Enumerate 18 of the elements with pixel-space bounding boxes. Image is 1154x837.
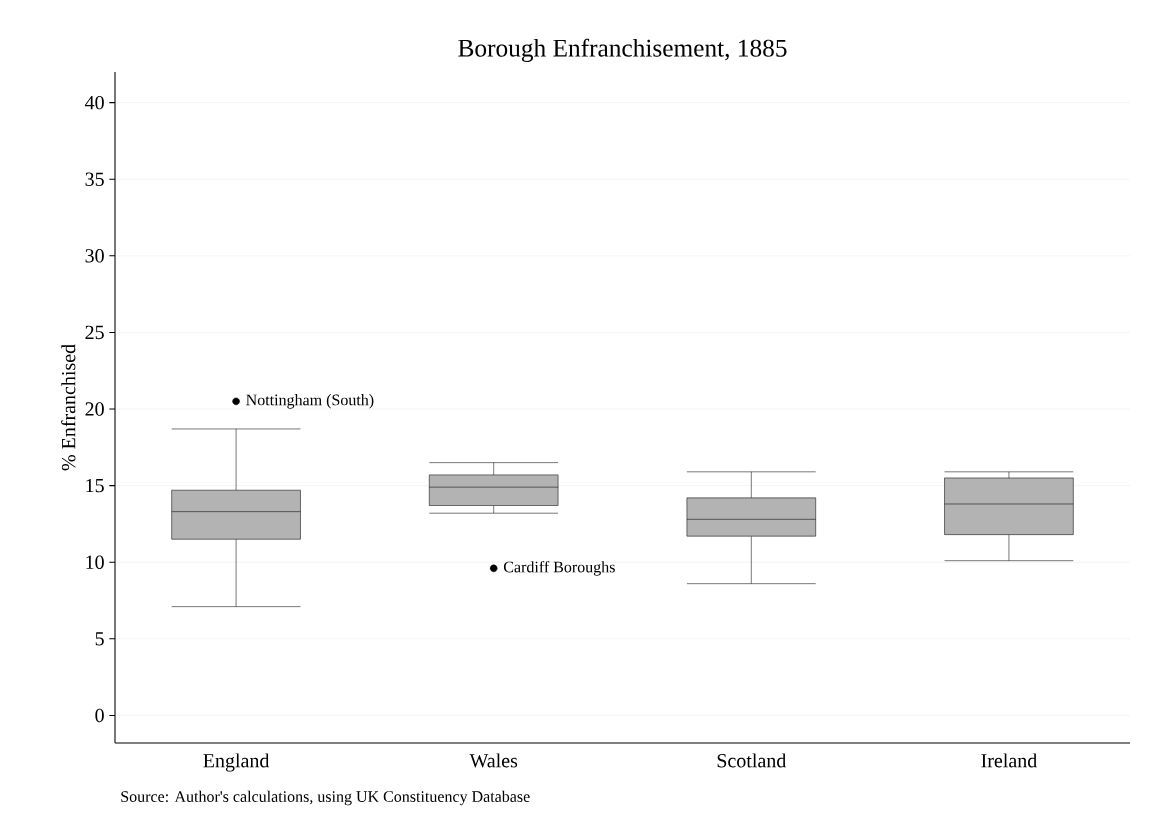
annotation: Nottingham (South)	[246, 394, 374, 409]
x-tick-label: Wales	[469, 753, 518, 768]
y-tick-label: 30	[85, 249, 104, 263]
x-tick-label: England	[203, 753, 270, 772]
y-tick-label: 20	[85, 402, 104, 416]
y-tick-label: 0	[95, 708, 104, 723]
y-axis-title: % Enfranchised	[61, 344, 76, 471]
source-note: Source: Author's calculations, using UK Constituency Database	[121, 790, 530, 806]
chart-title: Borough Enfranchisement, 1885	[458, 38, 787, 62]
y-tick-label: 40	[85, 95, 104, 110]
y-tick-label: 5	[95, 632, 104, 646]
y-tick-label: 25	[85, 325, 104, 340]
y-tick-label: 35	[85, 172, 104, 186]
x-tick-label: Ireland	[981, 753, 1037, 768]
x-tick-label: Scotland	[717, 753, 787, 768]
y-tick-label: 15	[86, 478, 104, 493]
y-tick-label: 10	[86, 555, 104, 569]
annotation: Cardiff Boroughs	[503, 560, 615, 576]
